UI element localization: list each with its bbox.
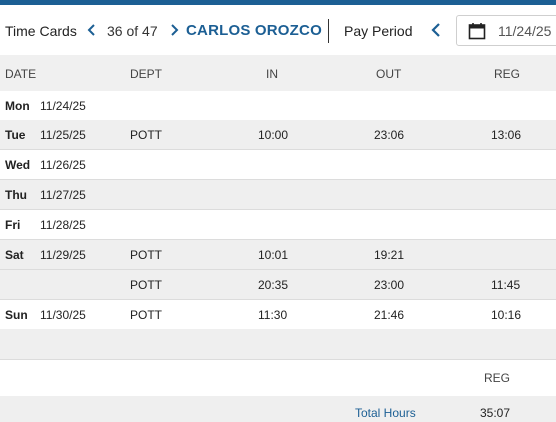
row-day: Tue [5, 128, 26, 142]
row-day: Fri [5, 218, 21, 232]
pay-period-date-picker[interactable]: 11/24/25 [456, 15, 556, 46]
row-day: Sun [5, 308, 28, 322]
top-accent-bar [0, 0, 556, 5]
table-row[interactable]: Wed 11/26/25 [0, 150, 556, 180]
row-reg: 11:45 [491, 278, 521, 292]
row-date: 11/28/25 [40, 218, 86, 232]
summary-totals: Total Hours 35:07 [0, 396, 556, 422]
chevron-left-icon [431, 23, 440, 37]
pay-period-label: Pay Period [344, 23, 413, 39]
employee-name[interactable]: CARLOS OROZCO [186, 22, 322, 39]
row-in: 10:00 [258, 128, 289, 142]
column-header-reg: REG [494, 67, 521, 81]
column-header-dept: DEPT [130, 67, 163, 81]
row-day: Wed [5, 158, 31, 172]
header-divider [328, 19, 329, 43]
row-out: 23:00 [374, 278, 405, 292]
row-day: Sat [5, 248, 24, 262]
table-row[interactable]: Thu 11/27/25 [0, 180, 556, 210]
page-title: Time Cards [5, 23, 77, 39]
row-reg: 10:16 [491, 308, 522, 322]
row-date: 11/25/25 [40, 128, 86, 142]
row-reg: 13:06 [491, 128, 522, 142]
table-row[interactable]: POTT 20:35 23:00 11:45 [0, 270, 556, 300]
row-day: Mon [5, 99, 30, 113]
row-date: 11/26/25 [40, 158, 86, 172]
next-employee-button[interactable] [166, 20, 182, 40]
row-out: 21:46 [374, 308, 405, 322]
row-date: 11/29/25 [40, 248, 86, 262]
table-row[interactable]: Mon 11/24/25 [0, 91, 556, 121]
summary-column-reg: REG [484, 371, 511, 385]
prev-employee-button[interactable] [84, 20, 100, 40]
row-dept: POTT [130, 308, 162, 322]
row-dept: POTT [130, 128, 162, 142]
column-header-out: OUT [376, 67, 402, 81]
total-hours-value: 35:07 [480, 406, 511, 420]
table-row[interactable]: Tue 11/25/25 POTT 10:00 23:06 13:06 [0, 120, 556, 150]
table-row[interactable]: Fri 11/28/25 [0, 210, 556, 240]
row-date: 11/24/25 [40, 99, 86, 113]
row-out: 23:06 [374, 128, 405, 142]
row-out: 19:21 [374, 248, 405, 262]
total-hours-label: Total Hours [355, 406, 416, 420]
chevron-right-icon [171, 24, 179, 36]
employee-counter: 36 of 47 [107, 23, 158, 39]
column-header-in: IN [266, 67, 278, 81]
row-in: 11:30 [258, 308, 288, 322]
summary-header: REG [0, 360, 556, 396]
row-dept: POTT [130, 248, 162, 262]
header-bar: Time Cards 36 of 47 CARLOS OROZCO Pay Pe… [0, 5, 556, 55]
chevron-left-icon [87, 24, 95, 36]
pay-period-date-value: 11/24/25 [498, 23, 552, 39]
empty-row [0, 329, 556, 360]
table-row[interactable]: Sun 11/30/25 POTT 11:30 21:46 10:16 [0, 300, 556, 330]
row-date: 11/27/25 [40, 188, 86, 202]
table-header: DATE DEPT IN OUT REG [0, 55, 556, 91]
calendar-icon [468, 23, 486, 40]
row-day: Thu [5, 188, 27, 202]
table-row[interactable]: Sat 11/29/25 POTT 10:01 19:21 [0, 240, 556, 270]
row-date: 11/30/25 [40, 308, 86, 322]
column-header-date: DATE [5, 67, 37, 81]
row-in: 20:35 [258, 278, 289, 292]
row-dept: POTT [130, 278, 162, 292]
row-in: 10:01 [258, 248, 289, 262]
prev-pay-period-button[interactable] [428, 20, 444, 40]
